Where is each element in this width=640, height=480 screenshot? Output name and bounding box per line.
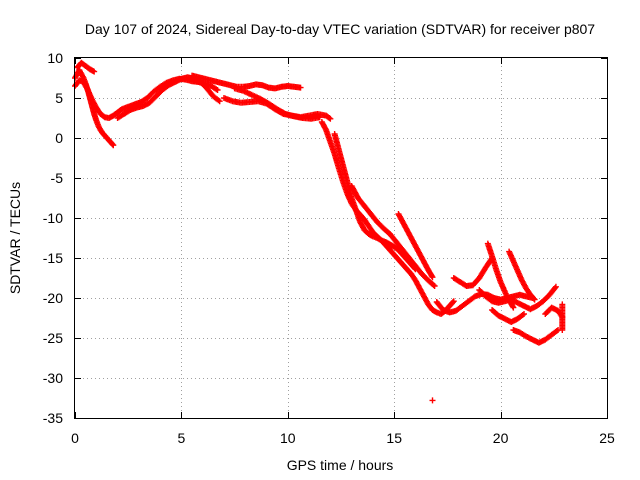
data-point xyxy=(327,115,334,122)
x-tick-label: 5 xyxy=(178,430,186,446)
series-sat-p xyxy=(484,240,517,311)
y-tick-label: -5 xyxy=(51,170,64,186)
data-point-interp xyxy=(430,282,437,289)
y-tick-label: -15 xyxy=(43,250,63,266)
y-tick-label: 5 xyxy=(55,90,63,106)
series-sat-t xyxy=(559,301,566,333)
data-point xyxy=(429,274,436,281)
y-tick-label: -25 xyxy=(43,330,63,346)
data-point xyxy=(214,87,221,93)
series-sat-m xyxy=(450,255,496,289)
x-tick-label: 25 xyxy=(599,430,615,446)
grid-lines xyxy=(75,58,607,418)
data-point xyxy=(552,283,559,290)
data-point xyxy=(450,298,457,305)
y-tick-label: -35 xyxy=(43,410,63,426)
data-point xyxy=(429,397,436,404)
data-point-interp xyxy=(428,273,435,279)
series-sat-k xyxy=(395,211,436,281)
series-sat-c xyxy=(74,59,98,75)
data-point-interp xyxy=(519,311,526,318)
data-point-interp xyxy=(530,295,537,302)
data-point-interp xyxy=(326,115,333,121)
series-sat-q xyxy=(506,248,538,303)
data-point xyxy=(521,311,528,317)
series-sat-r xyxy=(510,327,562,346)
data-points xyxy=(72,59,566,404)
y-tick-label: 0 xyxy=(55,130,63,146)
data-point-interp xyxy=(449,299,456,306)
y-tick-label: -10 xyxy=(43,210,63,226)
y-tick-label: -20 xyxy=(43,290,63,306)
chart-title: Day 107 of 2024, Sidereal Day-to-day VTE… xyxy=(85,21,595,37)
x-axis-title: GPS time / hours xyxy=(287,457,394,473)
data-point-interp xyxy=(109,141,116,148)
series-sat-s xyxy=(542,304,566,321)
data-point xyxy=(91,68,98,75)
series-sat-e xyxy=(189,72,304,92)
plot-frame xyxy=(74,57,608,419)
data-point xyxy=(216,98,223,105)
data-point-interp xyxy=(553,327,560,334)
data-point-interp xyxy=(552,284,559,291)
y-tick-label: -30 xyxy=(43,370,63,386)
y-tick-labels: -35 -30 -25 -20 -15 -10 -5 0 5 10 xyxy=(43,50,63,426)
data-point xyxy=(510,304,517,311)
data-point xyxy=(316,114,323,121)
data-point xyxy=(431,283,438,289)
data-point-interp xyxy=(509,303,516,310)
series-sat-o xyxy=(489,307,528,325)
data-point xyxy=(297,84,304,91)
x-tick-label: 10 xyxy=(280,430,296,446)
x-tick-label: 20 xyxy=(493,430,509,446)
series-sat-g xyxy=(231,85,323,122)
data-point xyxy=(531,296,538,303)
data-point xyxy=(110,142,117,149)
data-point-interp xyxy=(215,97,222,104)
series-sat-j xyxy=(348,183,438,289)
series-outlier xyxy=(429,397,436,404)
x-tick-label: 15 xyxy=(386,430,402,446)
axis-ticks xyxy=(75,58,608,419)
x-tick-labels: 0 5 10 15 20 25 xyxy=(71,430,615,446)
x-tick-label: 0 xyxy=(71,430,79,446)
data-point xyxy=(559,327,566,333)
y-tick-label: 10 xyxy=(47,50,63,66)
data-point-interp xyxy=(213,86,220,93)
y-axis-title: SDTVAR / TECUs xyxy=(7,182,23,294)
